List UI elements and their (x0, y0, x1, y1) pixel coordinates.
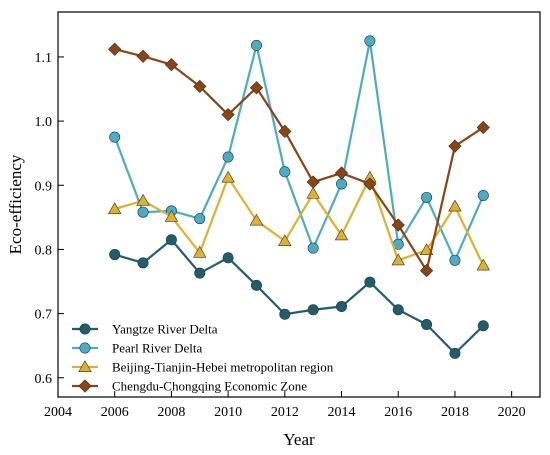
data-point-yangtze-river-delta (165, 234, 177, 246)
data-point-beijing-tianjin-hebei-metropolitan-region (419, 243, 434, 256)
data-point-pearl-river-delta (279, 166, 291, 178)
plot-frame (57, 11, 541, 398)
data-point-chengdu-chongqing-economic-zone (249, 81, 264, 95)
data-point-chengdu-chongqing-economic-zone (334, 166, 349, 180)
legend-entry-pearl-river-delta: Pearl River Delta (72, 341, 202, 356)
x-tick-label: 2020 (498, 405, 526, 420)
data-point-beijing-tianjin-hebei-metropolitan-region (107, 202, 122, 214)
data-point-yangtze-river-delta (222, 252, 234, 264)
data-point-pearl-river-delta (194, 213, 206, 225)
data-point-beijing-tianjin-hebei-metropolitan-region (306, 186, 320, 199)
legend-label: Chengdu-Chongqing Economic Zone (112, 379, 307, 394)
data-point-beijing-tianjin-hebei-metropolitan-region (334, 228, 349, 241)
series-chengdu-chongqing-economic-zone (108, 42, 490, 278)
series-yangtze-river-delta (109, 234, 489, 359)
data-point-chengdu-chongqing-economic-zone (278, 124, 292, 138)
legend-entry-yangtze-river-delta: Yangtze River Delta (72, 322, 218, 337)
y-tick-label: 0.6 (35, 372, 53, 387)
data-point-yangtze-river-delta (336, 301, 348, 313)
data-point-chengdu-chongqing-economic-zone (193, 79, 207, 94)
data-point-yangtze-river-delta (449, 347, 461, 359)
data-point-yangtze-river-delta (421, 318, 433, 330)
y-tick-label: 0.9 (35, 179, 53, 194)
series-layer (107, 35, 491, 359)
data-point-yangtze-river-delta (307, 304, 319, 316)
x-axis-title: Year (283, 430, 315, 449)
data-point-beijing-tianjin-hebei-metropolitan-region (164, 209, 179, 222)
data-point-yangtze-river-delta (279, 308, 291, 320)
series-line-chengdu-chongqing-economic-zone (114, 48, 484, 274)
y-tick-label: 1.0 (35, 115, 53, 130)
legend-label: Pearl River Delta (112, 341, 202, 356)
data-point-yangtze-river-delta (250, 279, 262, 291)
legend-marker (78, 360, 92, 372)
legend-label: Beijing-Tianjin-Hebei metropolitan regio… (112, 360, 334, 375)
data-point-chengdu-chongqing-economic-zone (136, 49, 150, 63)
data-point-pearl-river-delta (109, 131, 121, 143)
data-point-pearl-river-delta (250, 39, 262, 51)
x-axis-ticks: 2004 2006 2008 2010 2012 2014 2016 2018 2020 (44, 391, 526, 420)
data-point-pearl-river-delta (336, 178, 348, 190)
legend-label: Yangtze River Delta (112, 322, 218, 337)
y-tick-label: 1.1 (35, 51, 53, 66)
data-point-yangtze-river-delta (194, 267, 206, 279)
y-axis-ticks: 0.6 0.7 0.8 0.9 1.0 1.1 (35, 51, 64, 387)
data-point-chengdu-chongqing-economic-zone (363, 177, 377, 191)
data-point-chengdu-chongqing-economic-zone (419, 263, 434, 278)
data-point-chengdu-chongqing-economic-zone (476, 120, 490, 135)
data-point-pearl-river-delta (307, 242, 319, 254)
x-tick-label: 2014 (328, 405, 356, 420)
data-point-chengdu-chongqing-economic-zone (221, 108, 235, 122)
x-tick-label: 2004 (44, 405, 72, 420)
data-point-pearl-river-delta (477, 190, 489, 202)
x-tick-label: 2012 (271, 405, 299, 420)
data-point-beijing-tianjin-hebei-metropolitan-region (278, 234, 292, 247)
y-tick-label: 0.7 (35, 308, 53, 323)
data-point-pearl-river-delta (421, 191, 433, 203)
data-point-yangtze-river-delta (477, 320, 489, 332)
data-point-beijing-tianjin-hebei-metropolitan-region (136, 193, 150, 206)
data-point-beijing-tianjin-hebei-metropolitan-region (448, 199, 462, 212)
data-point-yangtze-river-delta (364, 276, 376, 288)
y-axis-title: Eco-efficiency (6, 154, 25, 254)
data-point-beijing-tianjin-hebei-metropolitan-region (221, 170, 235, 183)
data-point-beijing-tianjin-hebei-metropolitan-region (391, 253, 405, 266)
data-point-yangtze-river-delta (109, 249, 121, 261)
data-point-chengdu-chongqing-economic-zone (448, 139, 462, 153)
x-tick-label: 2010 (214, 405, 242, 420)
data-point-pearl-river-delta (449, 254, 461, 266)
data-point-pearl-river-delta (364, 35, 376, 47)
data-point-chengdu-chongqing-economic-zone (306, 175, 320, 189)
data-point-chengdu-chongqing-economic-zone (164, 57, 179, 72)
data-point-pearl-river-delta (137, 206, 149, 218)
data-point-chengdu-chongqing-economic-zone (391, 218, 405, 232)
series-beijing-tianjin-hebei-metropolitan-region (107, 170, 491, 271)
legend-marker (79, 342, 91, 354)
y-tick-label: 0.8 (35, 243, 53, 258)
legend-entry-beijing-tianjin-hebei-metropolitan-region: Beijing-Tianjin-Hebei metropolitan regio… (72, 360, 334, 375)
data-point-beijing-tianjin-hebei-metropolitan-region (249, 213, 264, 226)
legend-marker (78, 379, 92, 393)
x-tick-label: 2008 (157, 405, 185, 420)
legend-marker (79, 323, 91, 335)
data-point-chengdu-chongqing-economic-zone (108, 42, 122, 56)
data-point-beijing-tianjin-hebei-metropolitan-region (476, 258, 491, 271)
data-point-pearl-river-delta (222, 151, 234, 163)
data-point-beijing-tianjin-hebei-metropolitan-region (193, 245, 207, 258)
data-point-yangtze-river-delta (137, 257, 149, 269)
legend-entry-chengdu-chongqing-economic-zone: Chengdu-Chongqing Economic Zone (72, 379, 307, 394)
x-tick-label: 2018 (441, 405, 469, 420)
series-line-pearl-river-delta (113, 40, 485, 264)
x-tick-label: 2016 (384, 405, 412, 420)
series-pearl-river-delta (109, 35, 489, 266)
data-point-yangtze-river-delta (392, 304, 404, 316)
legend: Yangtze River Delta Pearl River Delta Beij… (72, 322, 334, 394)
x-tick-label: 2006 (101, 405, 129, 420)
